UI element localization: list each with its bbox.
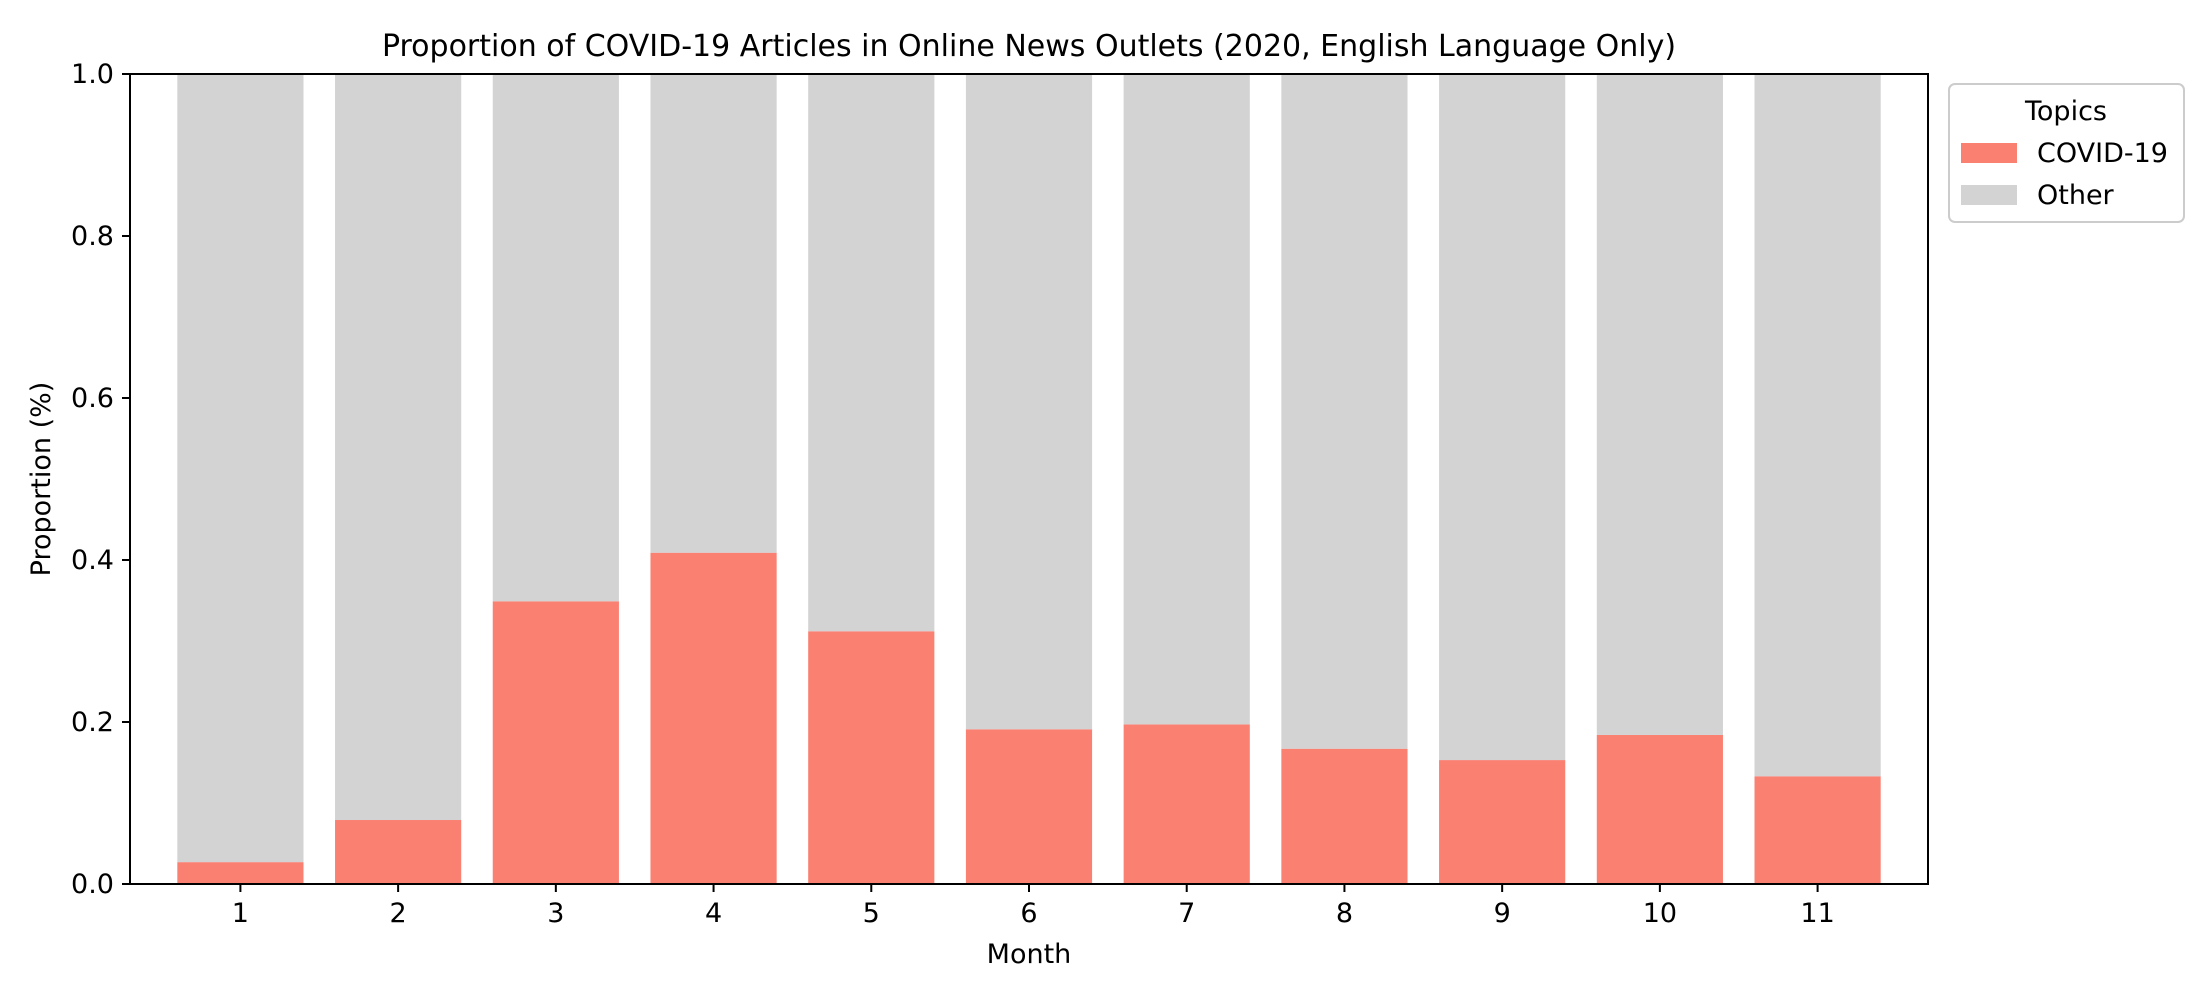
bars-layer — [177, 74, 1881, 884]
legend-items: COVID-19 Other — [1961, 138, 2168, 211]
bar-other-month-9 — [1439, 74, 1566, 761]
bar-covid-19-month-3 — [492, 601, 619, 884]
bar-covid-19-month-5 — [808, 631, 935, 884]
bar-other-month-3 — [492, 74, 619, 602]
x-tick-label: 2 — [390, 898, 407, 929]
bar-covid-19-month-1 — [177, 862, 304, 884]
bar-covid-19-month-11 — [1754, 776, 1881, 884]
legend-label-other: Other — [2037, 180, 2115, 211]
x-tick-label: 1 — [232, 898, 249, 929]
legend: Topics COVID-19 Other — [1948, 83, 2185, 223]
bar-other-month-11 — [1754, 74, 1881, 777]
y-tick-label: 0.6 — [71, 383, 114, 414]
bar-covid-19-month-2 — [335, 820, 462, 884]
x-tick-label: 10 — [1643, 898, 1677, 929]
bar-other-month-8 — [1281, 74, 1408, 749]
chart-title: Proportion of COVID-19 Articles in Onlin… — [382, 29, 1676, 64]
bar-covid-19-month-10 — [1596, 734, 1723, 884]
legend-label-covid-19: COVID-19 — [2037, 138, 2168, 169]
y-tick-label: 0.4 — [71, 545, 114, 576]
x-tick-label: 4 — [705, 898, 722, 929]
bar-other-month-4 — [650, 74, 777, 553]
bar-other-month-7 — [1123, 74, 1250, 725]
legend-title: Topics — [2024, 96, 2107, 127]
x-tick-label: 3 — [547, 898, 564, 929]
x-axis-label: Month — [987, 939, 1072, 970]
x-tick-label: 5 — [863, 898, 880, 929]
bar-other-month-1 — [177, 74, 304, 863]
bar-covid-19-month-6 — [965, 729, 1093, 884]
y-axis: 0.0 0.2 0.4 0.6 0.8 1.0 — [71, 59, 130, 900]
x-tick-label: 7 — [1178, 898, 1195, 929]
x-tick-label: 11 — [1800, 898, 1834, 929]
bar-other-month-5 — [808, 74, 935, 632]
plot-frame — [129, 73, 1929, 885]
bar-other-month-2 — [335, 74, 462, 821]
y-tick-label: 0.8 — [71, 221, 114, 252]
bar-covid-19-month-8 — [1281, 748, 1408, 884]
y-axis-label: Proportion (%) — [26, 382, 57, 577]
y-tick-label: 1.0 — [71, 59, 114, 90]
bar-covid-19-month-7 — [1123, 724, 1250, 884]
x-axis: 1 2 3 4 5 6 7 8 9 10 11 — [232, 884, 1835, 929]
bar-covid-19-month-9 — [1439, 760, 1566, 884]
bar-other-month-6 — [965, 74, 1093, 730]
x-tick-label: 6 — [1020, 898, 1037, 929]
legend-swatch-other — [1961, 185, 2017, 205]
y-tick-label: 0.2 — [71, 707, 114, 738]
y-tick-label: 0.0 — [71, 869, 114, 900]
x-tick-label: 8 — [1336, 898, 1353, 929]
legend-swatch-covid-19 — [1961, 143, 2017, 163]
bar-covid-19-month-4 — [650, 552, 777, 884]
x-tick-label: 9 — [1494, 898, 1511, 929]
bar-other-month-10 — [1596, 74, 1723, 735]
